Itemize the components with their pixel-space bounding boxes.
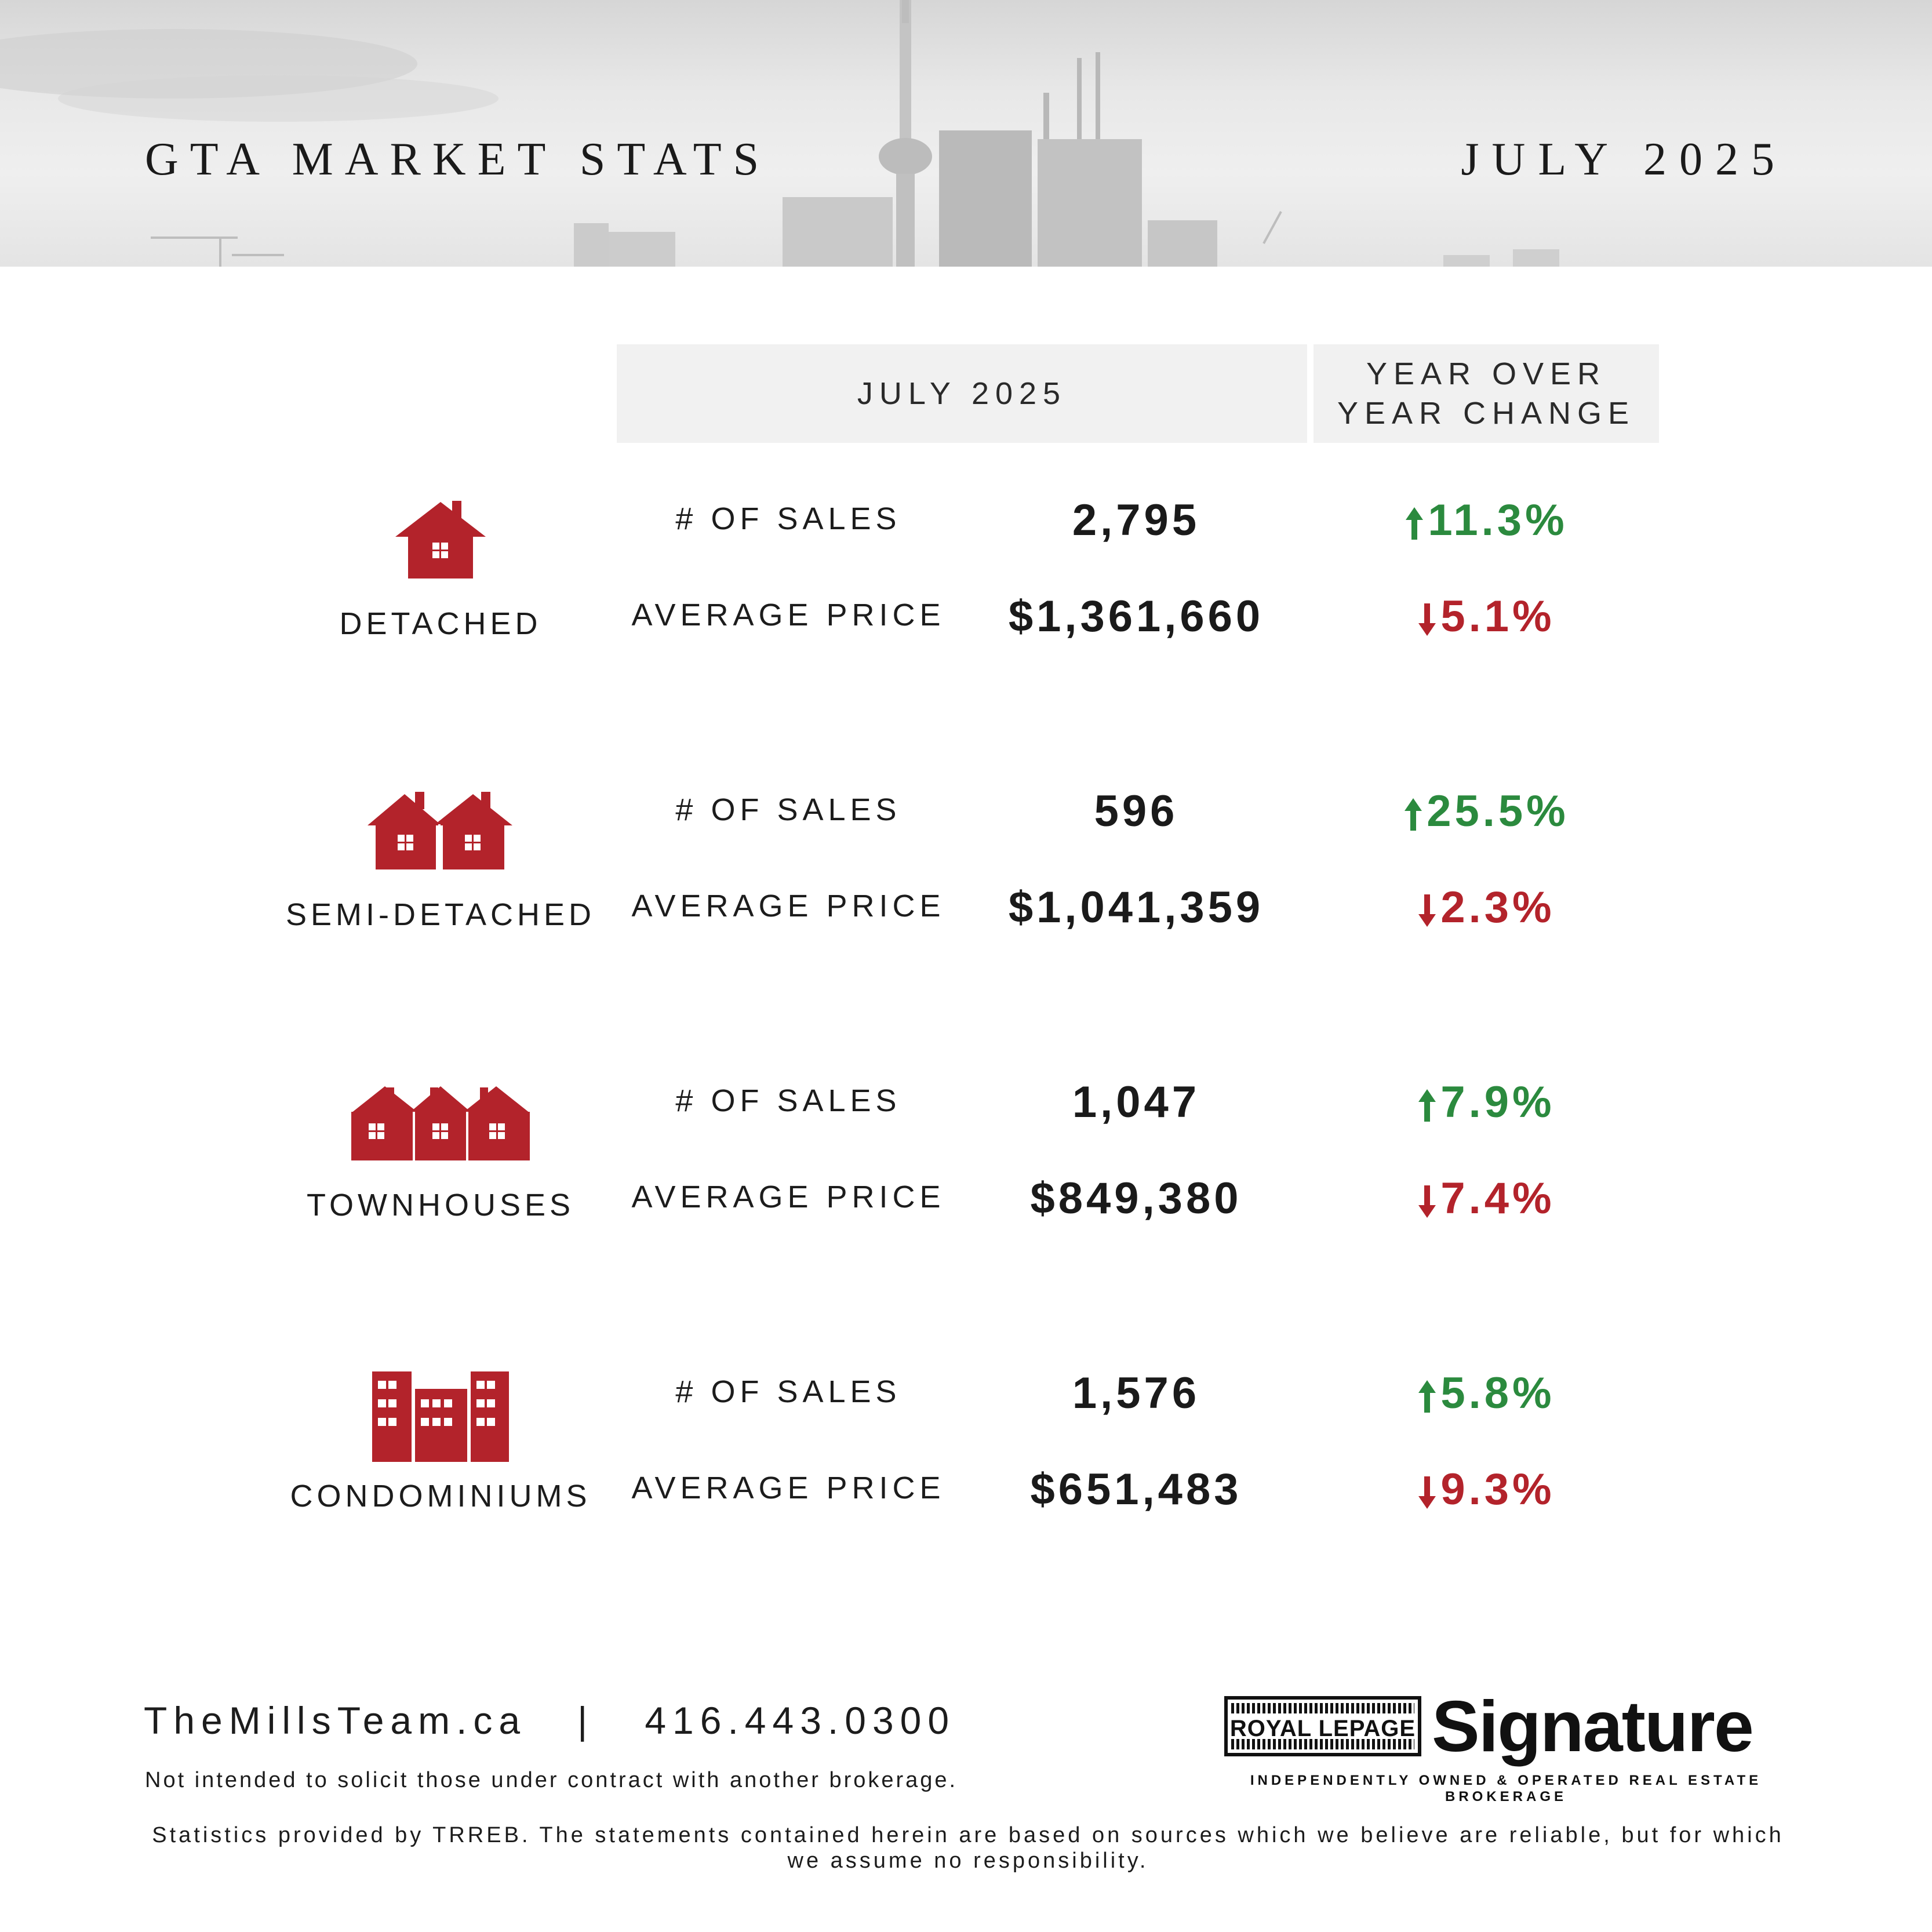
brokerage-tagline: INDEPENDENTLY OWNED & OPERATED REAL ESTA… xyxy=(1250,1773,1762,1804)
separator xyxy=(526,1699,577,1742)
semi-detached-price-value: $1,041,359 xyxy=(1008,883,1264,932)
price-label: AVERAGE PRICE xyxy=(631,1180,945,1214)
price-label: AVERAGE PRICE xyxy=(631,889,945,923)
year-over-year-header: YEAR OVER YEAR CHANGE xyxy=(1314,344,1659,443)
change-value: 5.1% xyxy=(1440,592,1555,641)
semi-detached-sales-value: 596 xyxy=(1094,787,1178,836)
logo-bars-top xyxy=(1231,1703,1414,1713)
semi-detached-price-change: 2.3% xyxy=(1312,882,1660,933)
header-banner: GTA MARKET STATS JULY 2025 xyxy=(0,0,1932,267)
change-value: 25.5% xyxy=(1427,787,1569,836)
detached-sales-change: 11.3% xyxy=(1312,495,1660,545)
change-value: 2.3% xyxy=(1440,883,1555,932)
detached-price-change: 5.1% xyxy=(1312,591,1660,642)
logo-bars-bottom xyxy=(1231,1739,1414,1749)
sales-label: # OF SALES xyxy=(675,1083,901,1118)
detached-sales-value: 2,795 xyxy=(1072,496,1200,545)
category-label-townhouses: TOWNHOUSES xyxy=(306,1188,575,1222)
change-value: 5.8% xyxy=(1440,1369,1555,1418)
up-arrow-icon xyxy=(1406,507,1424,540)
up-arrow-icon xyxy=(1418,1089,1436,1122)
price-label: AVERAGE PRICE xyxy=(631,598,945,632)
condominiums-price-value: $651,483 xyxy=(1030,1465,1242,1514)
townhouses-price-value: $849,380 xyxy=(1030,1174,1242,1223)
phone-number[interactable]: 416.443.0300 xyxy=(645,1699,956,1742)
sales-label: # OF SALES xyxy=(675,501,901,536)
logo-signature-text: Signature xyxy=(1432,1687,1754,1767)
townhouses-price-change: 7.4% xyxy=(1312,1173,1660,1224)
sales-label: # OF SALES xyxy=(675,792,901,827)
contact-line: TheMillsTeam.ca | 416.443.0300 xyxy=(144,1698,955,1742)
down-arrow-icon xyxy=(1418,894,1436,927)
category-label-detached: DETACHED xyxy=(339,606,542,641)
change-value: 9.3% xyxy=(1440,1465,1555,1514)
condominiums-sales-change: 5.8% xyxy=(1312,1368,1660,1418)
sales-label: # OF SALES xyxy=(675,1374,901,1409)
semi-detached-sales-change: 25.5% xyxy=(1312,786,1660,836)
solicitation-disclaimer: Not intended to solicit those under cont… xyxy=(145,1768,958,1792)
down-arrow-icon xyxy=(1418,603,1436,636)
down-arrow-icon xyxy=(1418,1476,1436,1509)
townhouses-sales-value: 1,047 xyxy=(1072,1078,1200,1127)
semi-detached-house-icon xyxy=(368,792,512,869)
page-title: GTA MARKET STATS xyxy=(145,134,771,185)
separator-bar: | xyxy=(577,1699,594,1742)
townhouse-icon xyxy=(351,1086,530,1160)
condominium-icon xyxy=(372,1371,509,1462)
townhouses-sales-change: 7.9% xyxy=(1312,1077,1660,1127)
condominiums-sales-value: 1,576 xyxy=(1072,1369,1200,1418)
change-value: 7.9% xyxy=(1440,1078,1555,1127)
category-label-condominiums: CONDOMINIUMS xyxy=(290,1479,591,1513)
up-arrow-icon xyxy=(1418,1380,1436,1413)
website-link[interactable]: TheMillsTeam.ca xyxy=(144,1699,527,1742)
single-house-icon xyxy=(395,501,486,578)
up-arrow-icon xyxy=(1405,798,1422,831)
report-date: JULY 2025 xyxy=(1461,134,1787,185)
condominiums-price-change: 9.3% xyxy=(1312,1464,1660,1515)
change-value: 11.3% xyxy=(1428,496,1568,545)
royal-lepage-logo: ROYAL LEPAGE xyxy=(1224,1696,1421,1756)
price-label: AVERAGE PRICE xyxy=(631,1471,945,1505)
change-value: 7.4% xyxy=(1440,1174,1555,1223)
detached-price-value: $1,361,660 xyxy=(1008,592,1264,641)
down-arrow-icon xyxy=(1418,1185,1436,1218)
current-period-header: JULY 2025 xyxy=(617,344,1307,443)
statistics-disclaimer: Statistics provided by TRREB. The statem… xyxy=(152,1823,1784,1873)
category-label-semi-detached: SEMI-DETACHED xyxy=(285,897,596,932)
toronto-skyline-image xyxy=(0,0,1559,267)
logo-royal-text: ROYAL LEPAGE xyxy=(1229,1716,1416,1741)
